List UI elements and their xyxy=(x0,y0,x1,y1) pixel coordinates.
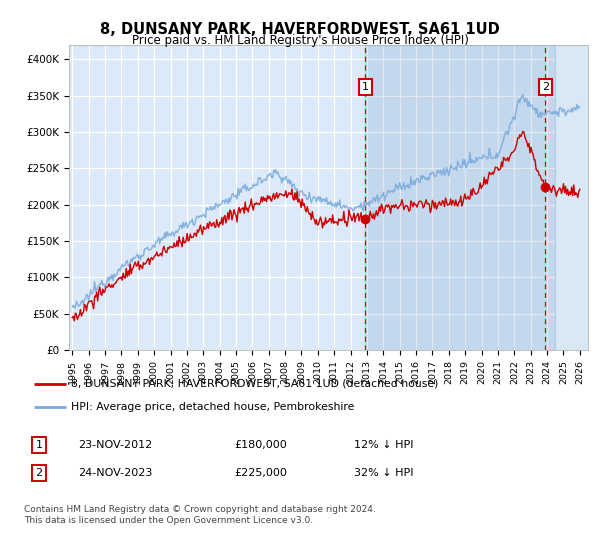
Text: 2: 2 xyxy=(542,82,549,92)
Bar xyxy=(555,45,596,350)
Text: 32% ↓ HPI: 32% ↓ HPI xyxy=(354,468,413,478)
Text: Contains HM Land Registry data © Crown copyright and database right 2024.
This d: Contains HM Land Registry data © Crown c… xyxy=(24,505,376,525)
Text: 1: 1 xyxy=(35,440,43,450)
Text: 8, DUNSANY PARK, HAVERFORDWEST, SA61 1UD: 8, DUNSANY PARK, HAVERFORDWEST, SA61 1UD xyxy=(100,22,500,38)
Bar xyxy=(555,45,596,350)
Bar xyxy=(365,45,555,350)
Text: 2: 2 xyxy=(35,468,43,478)
Text: 23-NOV-2012: 23-NOV-2012 xyxy=(78,440,152,450)
Text: 8, DUNSANY PARK, HAVERFORDWEST, SA61 1UD (detached house): 8, DUNSANY PARK, HAVERFORDWEST, SA61 1UD… xyxy=(71,379,439,389)
Text: £225,000: £225,000 xyxy=(234,468,287,478)
Text: 1: 1 xyxy=(362,82,369,92)
Text: 24-NOV-2023: 24-NOV-2023 xyxy=(78,468,152,478)
Text: 12% ↓ HPI: 12% ↓ HPI xyxy=(354,440,413,450)
Text: Price paid vs. HM Land Registry's House Price Index (HPI): Price paid vs. HM Land Registry's House … xyxy=(131,34,469,46)
Text: £180,000: £180,000 xyxy=(234,440,287,450)
Text: HPI: Average price, detached house, Pembrokeshire: HPI: Average price, detached house, Pemb… xyxy=(71,403,355,412)
